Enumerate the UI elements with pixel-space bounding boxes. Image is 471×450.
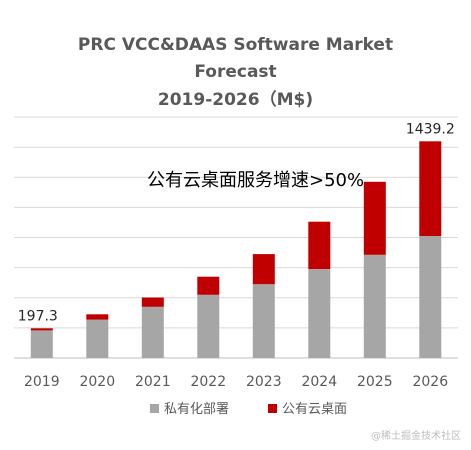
bar-segment [141, 297, 164, 307]
x-tick-label: 2022 [190, 374, 226, 390]
watermark: @稀土掘金技术社区 [371, 431, 461, 442]
bar-segment [252, 284, 275, 358]
bar-segment [308, 269, 331, 358]
x-tick-label: 2026 [412, 374, 448, 390]
data-label: 197.3 [18, 308, 58, 324]
bar-segment [363, 254, 386, 358]
bar-segment [30, 328, 53, 331]
x-tick-label: 2019 [24, 374, 60, 390]
annotation-text: 公有云桌面服务增速>50% [147, 170, 364, 191]
bar-segment [363, 181, 386, 255]
legend-swatch [150, 404, 159, 413]
x-tick-label: 2025 [357, 374, 393, 390]
legend-label: 私有化部署 [164, 402, 229, 417]
bar-segment [197, 276, 220, 295]
x-tick-label: 2023 [246, 374, 282, 390]
chart-title-line2: Forecast [194, 62, 277, 82]
bar-segment [308, 221, 331, 270]
x-tick-label: 2020 [79, 374, 115, 390]
bar-segment [197, 294, 220, 358]
chart-title-line3: 2019-2026（M$) [157, 90, 314, 110]
x-tick-label: 2024 [301, 374, 337, 390]
bar-segment [86, 314, 109, 320]
legend-label: 公有云桌面 [282, 402, 347, 417]
bar-segment [86, 319, 109, 358]
bar-segment [30, 330, 53, 358]
legend-swatch [268, 404, 277, 413]
bar-segment [419, 141, 442, 236]
x-tick-label: 2021 [135, 374, 171, 390]
bar-segment [141, 306, 164, 358]
bar-segment [252, 254, 275, 285]
chart-title-line1: PRC VCC&DAAS Software Market [77, 35, 394, 55]
bar-segment [419, 236, 442, 358]
data-label: 1439.2 [406, 121, 455, 137]
